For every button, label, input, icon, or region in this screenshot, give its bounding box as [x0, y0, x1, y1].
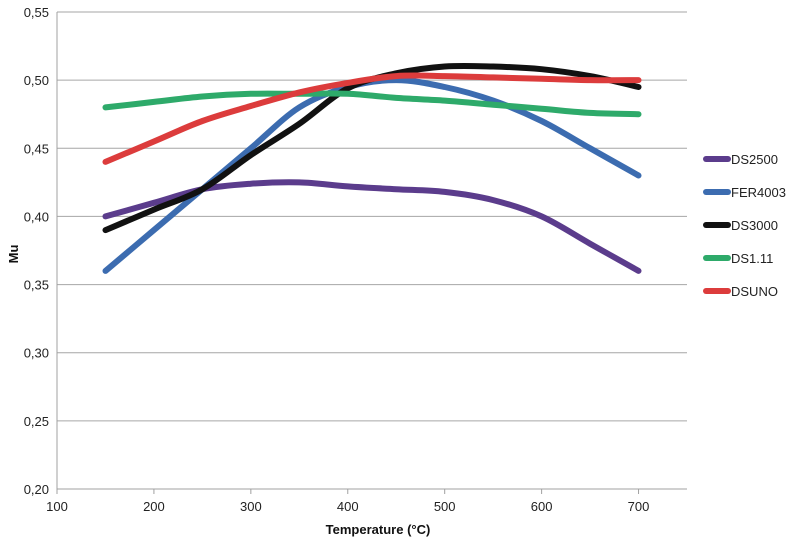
y-tick-label: 0,50	[24, 73, 49, 88]
x-tick-label: 500	[434, 499, 456, 514]
legend: DS2500 FER4003 DS3000 DS1.11 DSUNO	[703, 152, 786, 299]
x-tick-label: 100	[46, 499, 68, 514]
x-axis-label: Temperature (°C)	[326, 522, 431, 537]
y-tick-label: 0,30	[24, 346, 49, 361]
y-tick-label: 0,45	[24, 141, 49, 156]
y-tick-label: 0,25	[24, 414, 49, 429]
legend-label: FER4003	[731, 185, 786, 200]
series-lines	[102, 62, 642, 274]
x-tick-labels: 100 200 300 400 500 600 700	[46, 489, 649, 514]
legend-label: DS1.11	[731, 251, 773, 266]
x-tick-label: 300	[240, 499, 262, 514]
x-tick-label: 400	[337, 499, 359, 514]
legend-label: DS2500	[731, 152, 778, 167]
legend-label: DS3000	[731, 218, 778, 233]
series-line-ds1-11	[102, 90, 642, 118]
y-tick-label: 0,35	[24, 278, 49, 293]
grid-lines	[57, 11, 687, 490]
y-tick-label: 0,55	[24, 5, 49, 20]
series-line-dsuno	[102, 72, 642, 165]
legend-label: DSUNO	[731, 284, 778, 299]
x-tick-label: 200	[143, 499, 165, 514]
y-tick-labels: 0,20 0,25 0,30 0,35 0,40 0,45 0,50 0,55	[24, 5, 49, 497]
y-tick-label: 0,20	[24, 482, 49, 497]
y-axis-label: Mu	[6, 245, 21, 264]
x-tick-label: 700	[628, 499, 650, 514]
x-tick-label: 600	[531, 499, 553, 514]
y-tick-label: 0,40	[24, 209, 49, 224]
